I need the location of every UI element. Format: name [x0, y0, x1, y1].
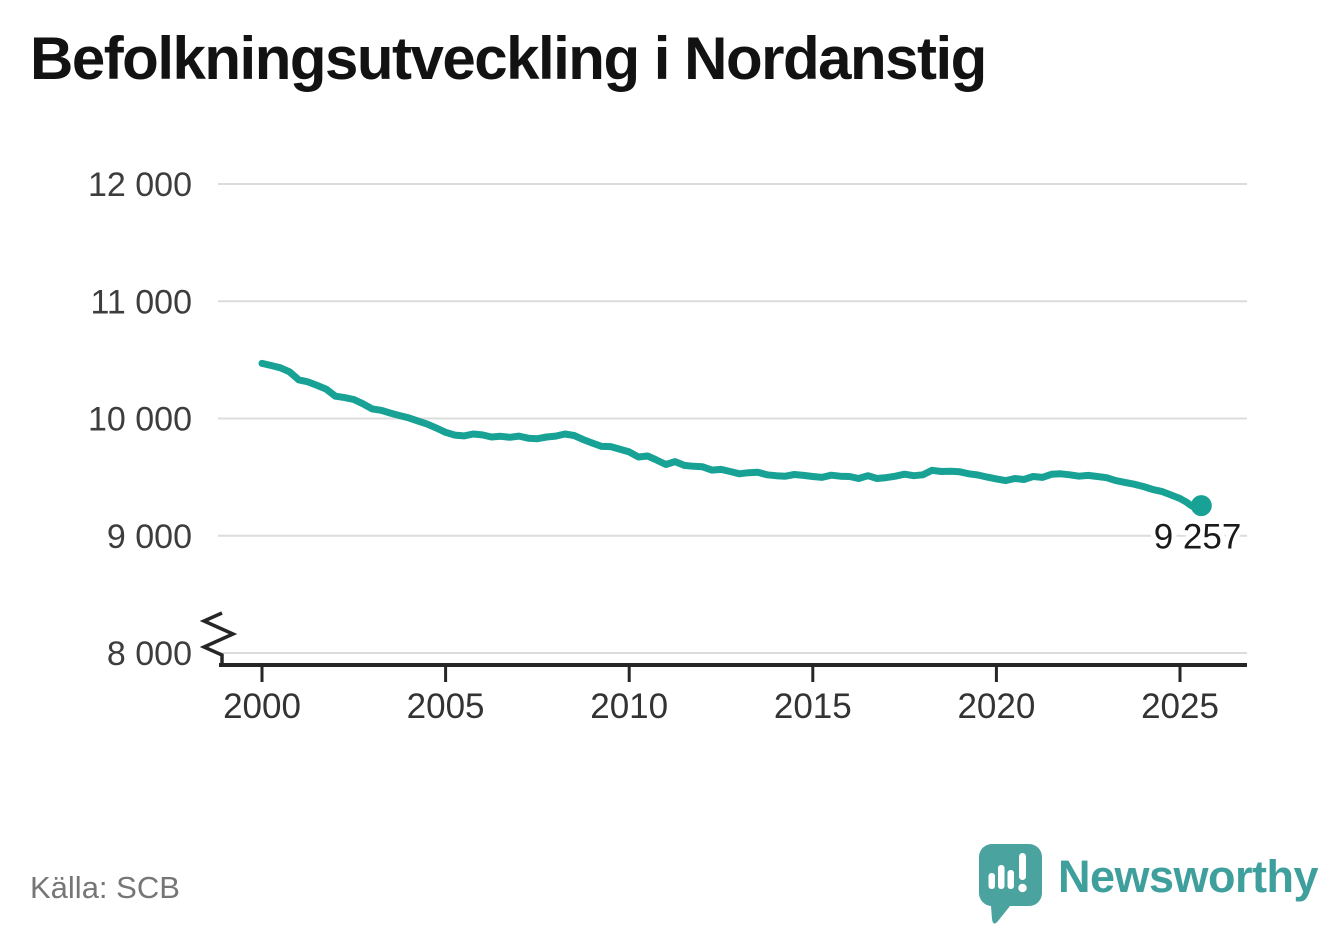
population-line: [258, 359, 1205, 510]
y-axis-label: 11 000: [91, 283, 192, 321]
y-axis-label: 9 000: [107, 518, 192, 556]
latest-value-dot: [1190, 495, 1212, 517]
x-axis-label: 2025: [1141, 687, 1219, 726]
latest-value-label: 9 257: [1154, 518, 1242, 557]
x-axis-label: 2005: [407, 687, 485, 726]
newsworthy-wordmark: Newsworthy: [1058, 850, 1319, 902]
x-axis-label: 2015: [774, 687, 852, 726]
speech-bubble-bar-chart-icon: [978, 844, 1042, 924]
source-note: Källa: SCB: [30, 870, 180, 905]
x-axis-label: 2020: [957, 687, 1035, 726]
axis-break-icon: [199, 611, 238, 664]
y-axis-label: 8 000: [107, 635, 192, 673]
x-axis-label: 2000: [223, 687, 301, 726]
x-axis-label: 2010: [590, 687, 668, 726]
y-axis-label: 12 000: [88, 166, 192, 204]
y-axis-label: 10 000: [88, 401, 192, 439]
chart-title: Befolkningsutveckling i Nordanstig: [30, 25, 987, 92]
newsworthy-logo: Newsworthy: [978, 838, 1319, 928]
